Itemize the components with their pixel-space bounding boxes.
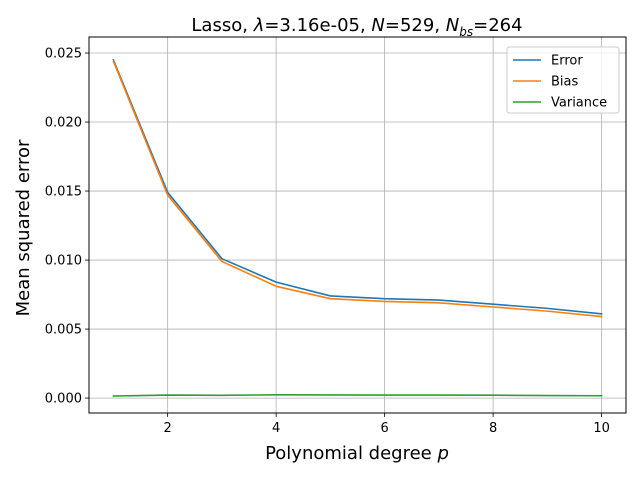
x-axis-label: Polynomial degree p xyxy=(265,443,449,464)
y-tick-label: 0.020 xyxy=(45,116,82,131)
legend: Error Bias Variance xyxy=(506,46,620,114)
y-tick-label: 0.000 xyxy=(45,392,82,407)
ticks: 2 4 6 8 10 0.000 0.005 0.010 0.015 0.020 0.025 xyxy=(45,47,610,436)
legend-label-bias: Bias xyxy=(551,75,578,90)
series-line-variance xyxy=(112,393,603,397)
y-tick-label: 0.015 xyxy=(45,185,82,200)
legend-label-error: Error xyxy=(551,54,583,69)
chart-title: Lasso, λ=3.16e-05, N=529, Nbs=264 xyxy=(191,15,522,39)
x-tick-label: 10 xyxy=(593,421,610,436)
x-tick-label: 6 xyxy=(380,421,388,436)
legend-box xyxy=(506,46,620,114)
y-tick-label: 0.005 xyxy=(45,323,82,338)
plot-frame xyxy=(88,36,627,414)
legend-label-variance: Variance xyxy=(551,96,607,111)
series-line-error xyxy=(112,58,603,315)
y-tick-label: 0.010 xyxy=(45,254,82,269)
series-line-bias xyxy=(112,60,603,318)
x-tick-label: 2 xyxy=(164,421,172,436)
series-group xyxy=(112,58,603,397)
y-tick-label: 0.025 xyxy=(45,47,82,62)
x-tick-label: 8 xyxy=(489,421,497,436)
x-tick-label: 4 xyxy=(272,421,280,436)
y-axis-label: Mean squared error xyxy=(13,139,34,316)
